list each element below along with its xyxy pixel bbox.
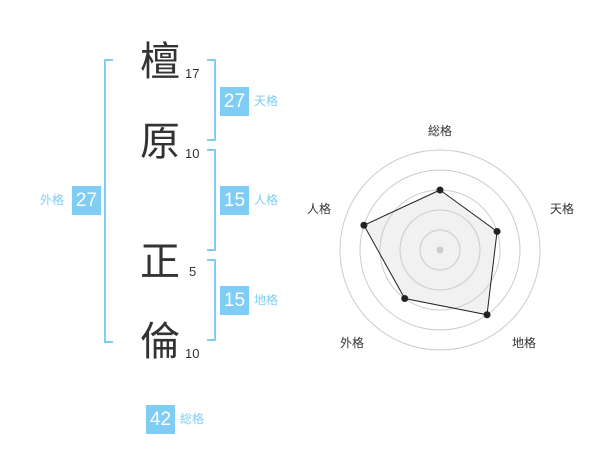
radar-center [436,246,444,254]
radar-point [483,311,491,319]
tenkaku-label: 天格 [254,94,279,108]
gaikaku-bracket [104,59,113,343]
jinkaku-value: 15 [220,186,249,215]
radar-ring [419,229,461,271]
stroke-count-1: 17 [185,66,200,81]
soukaku-label: 総格 [180,412,205,426]
gaikaku-label: 外格 [40,193,65,207]
stroke-count-2: 10 [185,146,200,161]
radar-area [363,189,498,316]
radar-ring [359,169,521,331]
axis-label-chikaku: 地格 [512,335,536,350]
gaikaku-value: 27 [72,186,101,215]
radar-point [493,227,501,235]
name-char-4: 倫 [140,319,180,365]
chikaku-value: 15 [220,286,249,315]
stroke-count-3: 5 [189,264,197,279]
soukaku-value: 42 [146,405,175,434]
radar-point [436,186,444,194]
axis-label-jinkaku: 人格 [307,201,331,216]
tenkaku-value: 27 [220,87,249,116]
radar-point [401,295,409,303]
radar-ring [339,149,541,351]
axis-label-soukaku: 総格 [428,123,452,138]
name-char-1: 檀 [140,39,180,85]
jinkaku-bracket [207,149,216,251]
stroke-count-4: 10 [185,346,200,361]
name-char-3: 正 [140,239,180,285]
jinkaku-label: 人格 [254,193,279,207]
radar-ring [399,209,481,291]
axis-label-gaikaku: 外格 [340,335,364,350]
tenkaku-bracket [207,59,216,141]
name-char-2: 原 [140,119,180,165]
axis-label-tenkaku: 天格 [550,201,574,216]
chikaku-label: 地格 [254,293,279,307]
chikaku-bracket [207,259,216,341]
radar-point [360,221,368,229]
